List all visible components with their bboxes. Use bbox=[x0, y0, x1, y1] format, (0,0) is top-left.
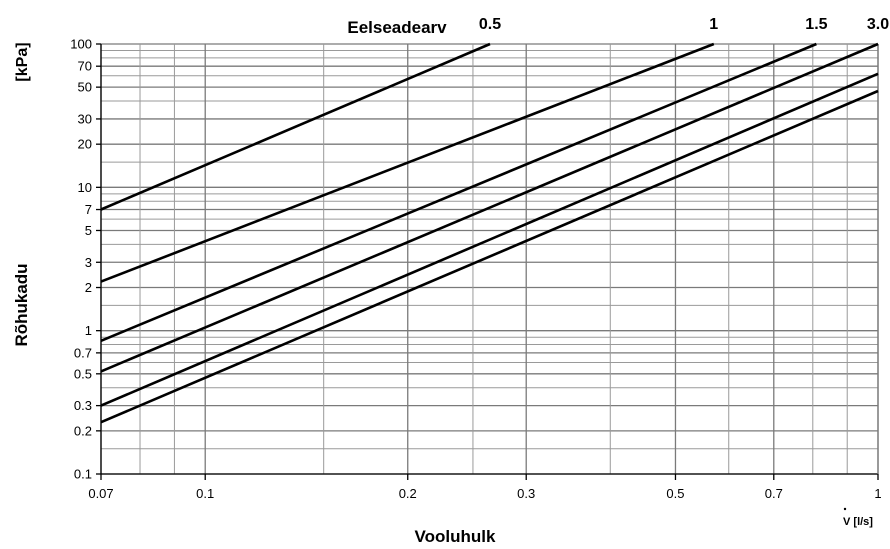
y-tick-label: 0.7 bbox=[74, 345, 92, 360]
preset-label: 3.0 bbox=[867, 16, 889, 33]
y-tick-label: 7 bbox=[85, 202, 92, 217]
y-axis-unit: [kPa] bbox=[14, 42, 31, 81]
series-line-3 bbox=[100, 42, 817, 343]
x-tick-label: 0.5 bbox=[666, 486, 684, 501]
x-tick-label: 0.07 bbox=[88, 486, 113, 501]
flow-rate-dot bbox=[843, 507, 847, 511]
series-line-2 bbox=[100, 42, 715, 283]
x-tick-label: 1 bbox=[874, 486, 881, 501]
series-line-6 bbox=[100, 89, 879, 424]
y-tick-label: 20 bbox=[78, 137, 92, 152]
y-tick-label: 30 bbox=[78, 111, 92, 126]
tick-labels: 0.1 0.2 0.3 0.5 0.7 1 2 3 5 7 10 20 30 50 70 100 0.07 0.1… bbox=[70, 16, 889, 501]
chart-title: Eelseadearv bbox=[347, 18, 447, 37]
y-tick-label: 3 bbox=[85, 255, 92, 270]
y-tick-label: 100 bbox=[70, 37, 92, 52]
y-tick-label: 10 bbox=[78, 180, 92, 195]
grid bbox=[100, 43, 879, 475]
x-axis-label: Vooluhulk bbox=[415, 527, 496, 546]
x-axis-unit: V [l/s] bbox=[843, 516, 873, 528]
y-tick-label: 2 bbox=[85, 280, 92, 295]
y-tick-label: 0.1 bbox=[74, 467, 92, 482]
y-tick-label: 1 bbox=[85, 323, 92, 338]
x-tick-label: 0.2 bbox=[399, 486, 417, 501]
x-tick-label: 0.1 bbox=[196, 486, 214, 501]
y-tick-label: 5 bbox=[85, 223, 92, 238]
series-lines bbox=[100, 42, 879, 424]
y-tick-label: 0.5 bbox=[74, 366, 92, 381]
series-line-4 bbox=[100, 42, 879, 373]
x-tick-label: 0.7 bbox=[765, 486, 783, 501]
preset-label: 1 bbox=[709, 16, 718, 33]
preset-label: 0.5 bbox=[479, 16, 501, 33]
y-axis-label: Rõhukadu bbox=[12, 263, 31, 346]
series-line-5 bbox=[100, 72, 879, 407]
y-tick-label: 70 bbox=[78, 59, 92, 74]
series-line-1 bbox=[100, 42, 491, 211]
axes bbox=[96, 43, 879, 480]
y-tick-label: 50 bbox=[78, 80, 92, 95]
y-tick-label: 0.2 bbox=[74, 423, 92, 438]
x-tick-label: 0.3 bbox=[517, 486, 535, 501]
preset-label: 1.5 bbox=[805, 16, 827, 33]
y-tick-label: 0.3 bbox=[74, 398, 92, 413]
